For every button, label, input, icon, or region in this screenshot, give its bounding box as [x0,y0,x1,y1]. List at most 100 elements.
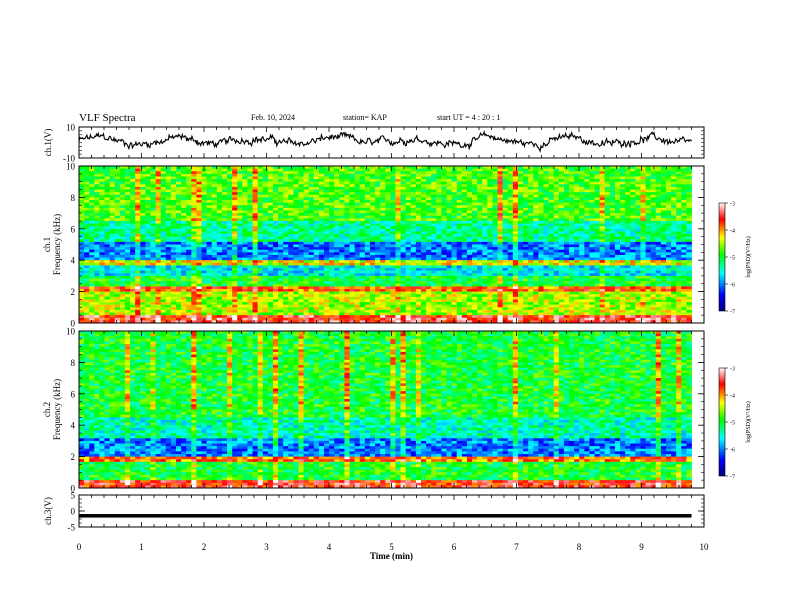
spectrogram-cell [461,184,468,188]
spectrogram-cell [395,244,401,248]
spectrogram-cell [415,192,422,196]
spectrogram-cell [221,166,228,170]
spectrogram-cell [390,189,396,193]
spectrogram-cell [650,171,657,175]
spectrogram-cell [89,231,95,235]
spectrogram-cell [686,247,692,251]
spectrogram-cell [175,179,182,183]
spectrogram-cell [441,254,447,258]
spectrogram-cell [364,184,371,188]
spectrogram-cell [242,184,248,188]
spectrogram-cell [89,270,95,274]
spectrogram-cell [298,194,304,198]
spectrogram-cell [456,181,463,185]
spectrogram-cell [584,205,590,209]
spectrogram-cell [191,260,197,264]
spectrogram-cell [303,181,310,185]
spectrogram-cell [569,257,575,261]
spectrogram-cell [324,268,330,272]
spectrogram-cell [609,268,616,272]
spectrogram-cell [145,231,151,235]
spectrogram-cell [186,254,192,258]
spectrogram-cell [686,173,692,177]
spectrogram-cell [543,223,549,227]
spectrogram-cell [589,231,595,235]
spectrogram-cell [94,176,100,180]
spectrogram-cell [170,220,177,224]
spectrogram-cell [196,184,202,188]
spectrogram-cell [283,226,289,230]
spectrogram-cell [124,228,131,232]
spectrogram-cell [625,231,631,235]
spectrogram-cell [267,236,274,240]
spectrogram-cell [369,176,376,180]
spectrogram-cell [660,220,667,224]
spectrogram-cell [548,247,555,251]
spectrogram-cell [614,241,621,245]
spectrogram-cell [181,220,187,224]
spectrogram-cell [599,223,606,227]
spectrogram-cell [456,218,463,222]
spectrogram-cell [155,181,162,185]
spectrogram-cell [119,231,126,235]
spectrogram-cell [252,231,259,235]
spectrogram-cell [227,171,233,175]
spectrogram-cell [191,223,197,227]
spectrogram-cell [594,260,601,264]
spectrogram-cell [293,260,299,264]
spectrogram-cell [283,249,289,253]
spectrogram-cell [257,226,264,230]
spectrogram-cell [155,207,162,211]
spectrogram-cell [262,252,269,256]
spectrogram-cell [538,179,544,183]
spectrogram-cell [324,205,330,209]
spectrogram-cell [426,268,432,272]
spectrogram-cell [482,252,488,256]
spectrogram-cell [655,179,662,183]
spectrogram-cell [466,236,473,240]
spectrogram-cell [461,210,468,214]
spectrogram-cell [650,254,657,258]
spectrogram-cell [395,192,401,196]
spectrogram-cell [507,220,514,224]
spectrogram-cell [569,171,575,175]
spectrogram-cell [114,252,121,256]
spectrogram-cell [676,194,682,198]
spectrogram-cell [79,186,85,190]
spectrogram-cell [665,241,672,245]
spectrogram-cell [502,239,509,243]
spectrogram-cell [293,184,299,188]
spectrogram-cell [242,231,248,235]
spectrogram-cell [191,270,197,274]
spectrogram-cell [380,270,386,274]
spectrogram-cell [104,210,111,214]
spectrogram-cell [84,231,90,235]
spectrogram-cell [400,236,407,240]
spectrogram-cell [89,268,95,272]
spectrogram-cell [94,215,100,219]
spectrogram-cell [119,223,126,227]
spectrogram-cell [267,168,274,172]
spectrogram-cell [390,244,396,248]
spectrogram-cell [599,218,606,222]
spectrogram-cell [201,247,207,251]
spectrogram-cell [334,254,340,258]
spectrogram-cell [170,241,177,245]
spectrogram-cell [272,231,279,235]
spectrogram-cell [89,176,95,180]
spectrogram-cell [252,171,259,175]
spectrogram-cell [329,236,335,240]
spectrogram-cell [436,228,442,232]
spectrogram-cell [446,265,452,269]
spectrogram-cell [278,270,284,274]
spectrogram-cell [257,262,264,266]
spectrogram-cell [165,179,172,183]
spectrogram-cell [369,192,376,196]
spectrogram-cell [589,252,595,256]
spectrogram-cell [487,213,493,217]
spectrogram-cell [170,184,177,188]
spectrogram-cell [109,166,116,170]
spectrogram-cell [272,270,279,274]
spectrogram-cell [313,205,320,209]
spectrogram-cell [451,244,458,248]
